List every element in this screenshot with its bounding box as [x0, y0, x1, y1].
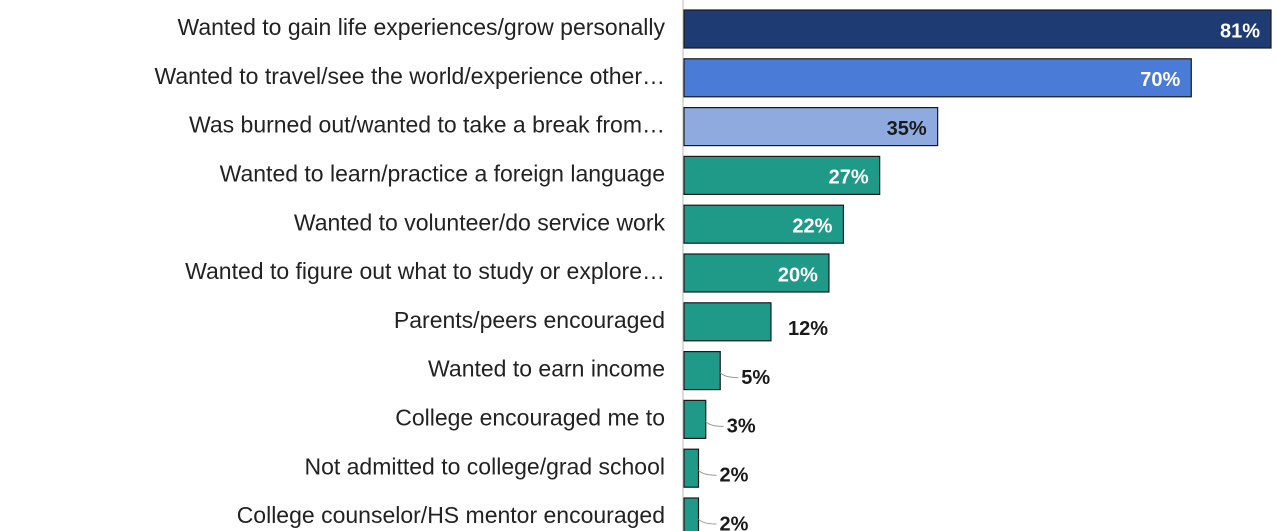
bar — [683, 253, 830, 293]
category-label: Wanted to gain life experiences/grow per… — [177, 14, 665, 40]
category-label: Wanted to volunteer/do service work — [294, 209, 666, 235]
value-label: 12% — [788, 318, 828, 340]
category-label: Not admitted to college/grad school — [304, 453, 665, 479]
bar — [683, 106, 939, 147]
category-label: Wanted to learn/practice a foreign langu… — [220, 160, 665, 186]
value-label: 3% — [727, 416, 756, 438]
leader-line — [698, 469, 717, 476]
value-label: 27% — [829, 167, 869, 189]
category-label: Wanted to travel/see the world/experienc… — [154, 63, 665, 89]
bar — [683, 351, 721, 391]
category-label: Was burned out/wanted to take a break fr… — [189, 112, 665, 138]
category-label: Parents/peers encouraged — [394, 307, 665, 333]
bar — [683, 155, 881, 195]
bar — [683, 302, 772, 342]
category-label: College counselor/HS mentor encouraged — [237, 502, 665, 528]
category-label: Wanted to earn income — [428, 356, 665, 382]
bar — [683, 448, 700, 488]
bar — [683, 58, 1192, 98]
bar — [683, 399, 707, 439]
leader-line — [698, 518, 717, 525]
category-label: Wanted to figure out what to study or ex… — [185, 258, 665, 284]
value-label: 70% — [1140, 69, 1180, 91]
value-label: 22% — [792, 215, 832, 237]
leader-line — [705, 421, 724, 427]
value-label: 81% — [1220, 20, 1260, 42]
bar — [683, 204, 845, 244]
value-label: 2% — [719, 464, 748, 486]
value-label: 5% — [741, 367, 770, 389]
value-label: 20% — [778, 264, 818, 286]
bar — [683, 497, 700, 531]
bar — [683, 9, 1272, 49]
leader-line — [719, 372, 739, 379]
value-label: 35% — [887, 118, 927, 140]
value-label: 2% — [719, 513, 748, 531]
category-label: College encouraged me to — [395, 404, 665, 430]
